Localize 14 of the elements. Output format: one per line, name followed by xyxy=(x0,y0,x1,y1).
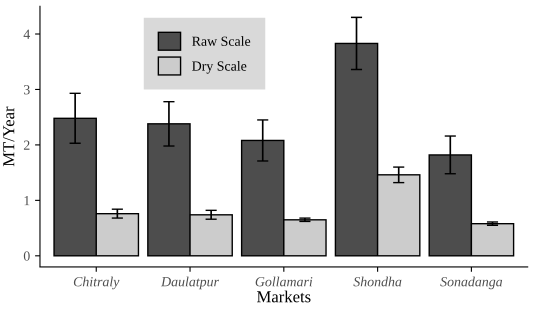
x-tick-label: Daulatpur xyxy=(160,276,220,290)
x-tick-label: Shondha xyxy=(353,276,402,286)
y-tick-label: 4 xyxy=(24,30,30,39)
x-axis-title: Markets xyxy=(256,290,311,302)
x-tick-label: Sonadanga xyxy=(440,276,502,290)
x-tick-label: Gollamari xyxy=(256,276,312,286)
y-tick-label: 0 xyxy=(24,251,30,261)
y-axis-title: MT/Year xyxy=(3,106,14,166)
y-tick-label: 3 xyxy=(24,85,30,94)
x-tick-label: Chitraly xyxy=(74,276,120,290)
legend-label: Raw Scale xyxy=(192,36,250,46)
legend-label: Dry Scale xyxy=(192,60,246,74)
y-tick-label: 2 xyxy=(24,140,30,150)
y-tick-label: 1 xyxy=(24,196,30,206)
